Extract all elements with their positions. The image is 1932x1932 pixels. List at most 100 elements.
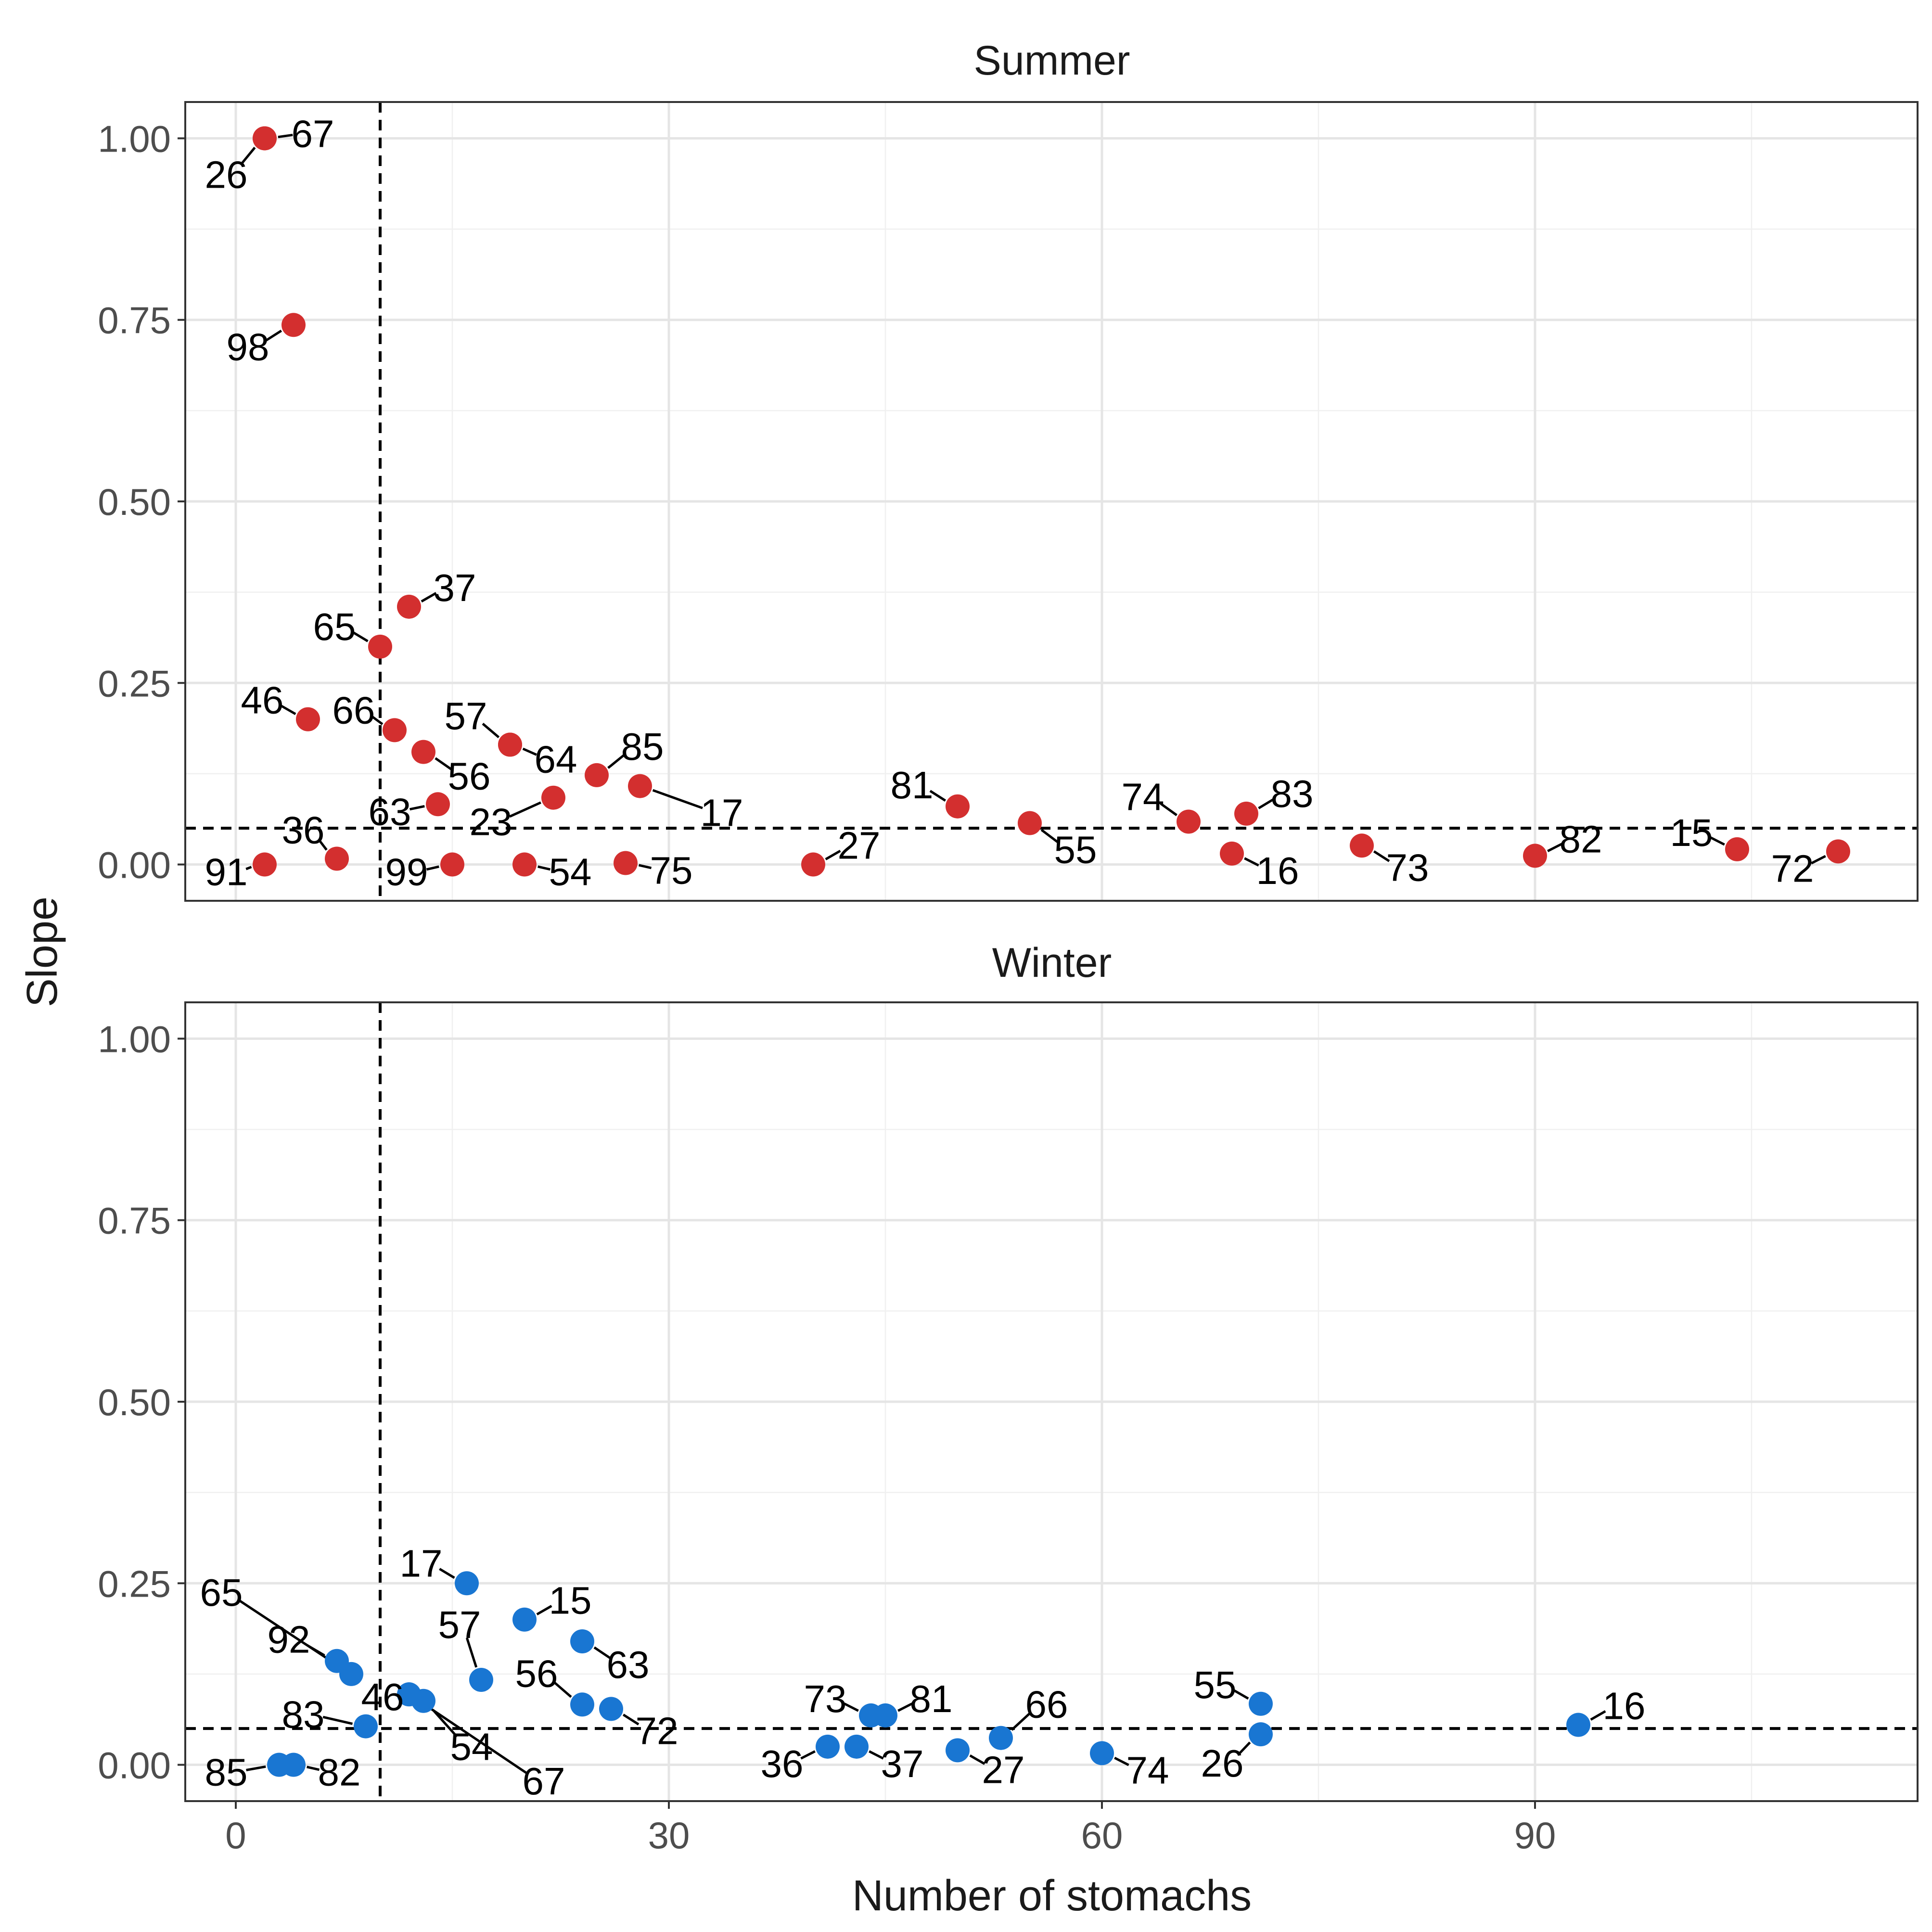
panel-title: Summer bbox=[974, 38, 1130, 84]
label-leader-line bbox=[246, 1765, 266, 1771]
data-point-label: 17 bbox=[701, 792, 743, 834]
data-point bbox=[1725, 837, 1749, 861]
label-leader-line bbox=[800, 1750, 816, 1760]
label-leader-line bbox=[1710, 836, 1725, 846]
data-point bbox=[1220, 841, 1244, 866]
label-leader-line bbox=[432, 1709, 458, 1738]
label-leader-line bbox=[1011, 1712, 1031, 1731]
data-point-label: 37 bbox=[434, 566, 476, 609]
y-tick-label: 0.75 bbox=[98, 299, 171, 342]
data-point bbox=[844, 1734, 869, 1759]
data-point-label: 83 bbox=[1271, 772, 1314, 815]
data-point bbox=[570, 1629, 594, 1653]
data-point bbox=[1090, 1741, 1114, 1766]
label-leader-line bbox=[1811, 855, 1826, 865]
data-point-label: 63 bbox=[369, 790, 411, 833]
data-point bbox=[325, 1649, 349, 1673]
data-point bbox=[1234, 801, 1258, 826]
data-point-label: 66 bbox=[1025, 1683, 1068, 1726]
label-leader-line bbox=[240, 147, 256, 166]
data-point-label: 65 bbox=[313, 605, 356, 648]
label-leader-line bbox=[322, 1715, 353, 1725]
data-point bbox=[585, 763, 609, 787]
data-point bbox=[281, 313, 306, 337]
label-leader-line bbox=[421, 592, 437, 603]
panel-title: Winter bbox=[992, 940, 1112, 986]
data-point bbox=[614, 851, 638, 875]
data-point bbox=[397, 1682, 421, 1707]
data-point-label: 92 bbox=[268, 1618, 310, 1661]
data-point-label: 74 bbox=[1122, 776, 1164, 819]
x-axis-ticks: 0 30 60 90 bbox=[225, 1801, 1556, 1856]
data-point bbox=[1177, 809, 1201, 834]
data-point-label: 46 bbox=[361, 1676, 404, 1718]
label-leader-line bbox=[1547, 843, 1562, 852]
data-point-label: 36 bbox=[761, 1742, 804, 1785]
data-point-label: 15 bbox=[1670, 811, 1713, 854]
data-point-label: 63 bbox=[607, 1643, 650, 1686]
data-point bbox=[440, 852, 464, 877]
label-leader-line bbox=[929, 790, 947, 802]
y-tick-label: 0.00 bbox=[98, 1744, 171, 1787]
x-tick-label: 90 bbox=[1514, 1814, 1556, 1856]
data-point bbox=[512, 1607, 537, 1632]
data-point-label: 54 bbox=[450, 1726, 493, 1768]
panel-winter: Winter 17 15 63 65 92 57 46 54 67 83 56 72 85 82 73 81 3… bbox=[98, 940, 1919, 1803]
data-point bbox=[455, 1571, 479, 1596]
data-point bbox=[599, 1697, 623, 1721]
label-leader-line bbox=[435, 757, 452, 770]
data-point bbox=[1523, 844, 1547, 868]
data-point bbox=[383, 718, 407, 742]
data-point bbox=[512, 852, 537, 877]
label-leader-lines bbox=[238, 1568, 1606, 1775]
y-tick-label: 1.00 bbox=[98, 1018, 171, 1060]
data-point bbox=[281, 1753, 306, 1777]
label-leader-line bbox=[1233, 1689, 1249, 1700]
y-axis-title: Slope bbox=[18, 896, 66, 1007]
data-point bbox=[873, 1703, 897, 1727]
label-leader-line bbox=[969, 1754, 985, 1765]
y-tick-label: 1.00 bbox=[98, 117, 171, 160]
label-leader-line bbox=[439, 1568, 455, 1579]
data-point bbox=[628, 774, 652, 798]
label-leader-line bbox=[552, 1680, 572, 1698]
label-leader-line bbox=[307, 1644, 325, 1657]
data-point bbox=[368, 634, 392, 659]
data-point bbox=[1826, 839, 1850, 864]
label-leader-line bbox=[639, 864, 652, 870]
y-tick-label: 0.75 bbox=[98, 1200, 171, 1242]
data-point bbox=[801, 852, 825, 877]
label-leader-line bbox=[509, 801, 541, 818]
y-axis-ticks: 0.00 0.25 0.50 0.75 1.00 bbox=[98, 117, 185, 886]
x-tick-label: 0 bbox=[225, 1814, 246, 1856]
label-leader-line bbox=[537, 865, 551, 871]
data-point-label: 57 bbox=[445, 695, 487, 738]
label-leader-line bbox=[265, 330, 282, 342]
data-point-label: 67 bbox=[292, 112, 334, 155]
data-point-label: 82 bbox=[1560, 818, 1602, 860]
data-point-label: 81 bbox=[910, 1677, 953, 1720]
data-point-label: 56 bbox=[448, 755, 491, 798]
label-leader-line bbox=[1590, 1710, 1606, 1721]
reference-lines bbox=[185, 1002, 1918, 1801]
y-tick-label: 0.50 bbox=[98, 1381, 171, 1423]
data-point-label: 27 bbox=[838, 824, 881, 867]
data-point-label: 54 bbox=[549, 851, 592, 894]
label-leader-line bbox=[426, 865, 439, 871]
data-point bbox=[498, 732, 522, 757]
data-point-label: 72 bbox=[636, 1709, 678, 1752]
data-point-label: 98 bbox=[227, 325, 269, 368]
data-point bbox=[354, 1714, 378, 1739]
data-point-label: 74 bbox=[1126, 1749, 1169, 1791]
data-point-label: 26 bbox=[205, 153, 248, 196]
label-leader-line bbox=[1114, 1756, 1129, 1766]
data-point bbox=[1350, 833, 1374, 858]
data-point-label: 85 bbox=[205, 1751, 248, 1794]
data-point-label: 55 bbox=[1054, 829, 1097, 871]
data-point-label: 66 bbox=[333, 689, 375, 731]
label-leader-line bbox=[652, 789, 703, 809]
point-labels: 17 15 63 65 92 57 46 54 67 83 56 72 85 82 73 81 36 37 2766… bbox=[200, 1542, 1646, 1803]
data-point bbox=[1018, 811, 1042, 835]
data-point-label: 36 bbox=[282, 808, 325, 851]
